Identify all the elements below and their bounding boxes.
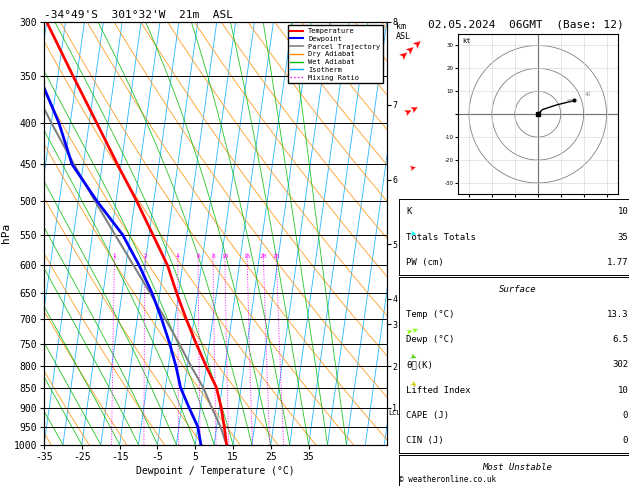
- Text: 1: 1: [113, 254, 116, 260]
- Text: 80: 80: [567, 99, 573, 104]
- Text: 15: 15: [243, 254, 251, 260]
- Text: CAPE (J): CAPE (J): [406, 411, 450, 420]
- Text: 02.05.2024  06GMT  (Base: 12): 02.05.2024 06GMT (Base: 12): [428, 19, 623, 30]
- Text: -34°49'S  301°32'W  21m  ASL: -34°49'S 301°32'W 21m ASL: [44, 10, 233, 20]
- Text: ➤➤: ➤➤: [404, 324, 420, 337]
- Text: 10: 10: [618, 208, 628, 216]
- Text: θᴇ(K): θᴇ(K): [406, 361, 433, 369]
- Text: 35: 35: [618, 233, 628, 242]
- Text: km
ASL: km ASL: [396, 22, 411, 41]
- Text: LCL: LCL: [388, 411, 401, 417]
- Text: ➤➤: ➤➤: [403, 102, 421, 117]
- Text: 13.3: 13.3: [607, 310, 628, 319]
- Text: 2: 2: [143, 254, 147, 260]
- Text: K: K: [406, 208, 412, 216]
- Text: 10: 10: [221, 254, 229, 260]
- Text: Dewp (°C): Dewp (°C): [406, 335, 455, 344]
- Text: ➤: ➤: [408, 228, 416, 239]
- Text: Surface: Surface: [499, 285, 536, 294]
- Text: ➤: ➤: [406, 378, 418, 390]
- Text: 6: 6: [196, 254, 200, 260]
- Text: 1.77: 1.77: [607, 258, 628, 267]
- Text: 302: 302: [612, 361, 628, 369]
- Legend: Temperature, Dewpoint, Parcel Trajectory, Dry Adiabat, Wet Adiabat, Isotherm, Mi: Temperature, Dewpoint, Parcel Trajectory…: [287, 25, 383, 83]
- Text: © weatheronline.co.uk: © weatheronline.co.uk: [399, 474, 496, 484]
- Text: CIN (J): CIN (J): [406, 436, 444, 445]
- Text: Most Unstable: Most Unstable: [482, 463, 552, 472]
- Text: 10: 10: [618, 386, 628, 395]
- Text: ➤: ➤: [407, 352, 417, 363]
- Text: 6.5: 6.5: [612, 335, 628, 344]
- Text: 0: 0: [623, 436, 628, 445]
- Text: 0: 0: [623, 411, 628, 420]
- Text: 40: 40: [585, 92, 591, 97]
- Text: ➤: ➤: [408, 163, 416, 173]
- Text: 4: 4: [176, 254, 180, 260]
- X-axis label: Dewpoint / Temperature (°C): Dewpoint / Temperature (°C): [136, 466, 295, 476]
- Text: Totals Totals: Totals Totals: [406, 233, 476, 242]
- Text: kt: kt: [462, 38, 470, 44]
- Text: Temp (°C): Temp (°C): [406, 310, 455, 319]
- Y-axis label: hPa: hPa: [1, 223, 11, 243]
- Text: Lifted Index: Lifted Index: [406, 386, 471, 395]
- Text: ➤➤➤: ➤➤➤: [398, 36, 426, 61]
- Text: 25: 25: [272, 254, 280, 260]
- Text: PW (cm): PW (cm): [406, 258, 444, 267]
- Text: 8: 8: [211, 254, 215, 260]
- Text: 20: 20: [260, 254, 267, 260]
